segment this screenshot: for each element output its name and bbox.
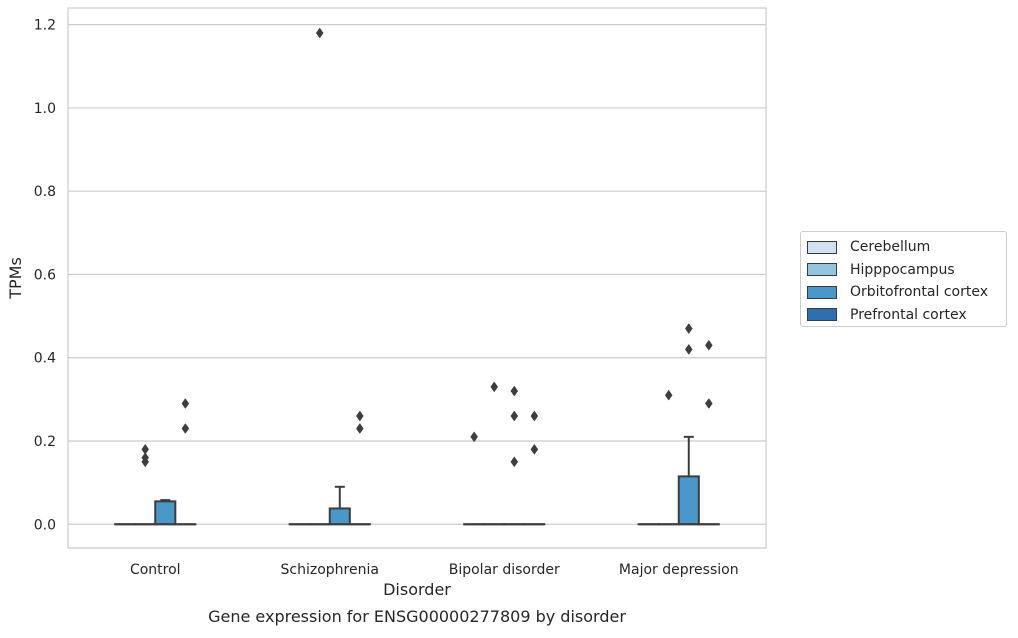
y-tick-label: 0.4 (34, 351, 56, 367)
x-tick-label: Control (130, 562, 181, 578)
grid-lines (68, 25, 766, 525)
box-group (310, 28, 330, 524)
box-group (155, 500, 175, 524)
outlier-point (491, 382, 498, 392)
legend-item: Cerebellum (807, 236, 1000, 259)
legend-item: Hipppocampus (807, 259, 1000, 282)
box-marks (115, 28, 719, 524)
legend-label: Orbitofrontal cortex (850, 284, 988, 300)
outlier-point (511, 386, 518, 396)
legend-label: Cerebellum (850, 239, 930, 255)
outlier-point (685, 324, 692, 334)
box-group (135, 444, 155, 524)
y-tick-label: 0.6 (34, 267, 56, 283)
legend-item: Prefrontal cortex (807, 304, 1000, 327)
outlier-point (356, 411, 363, 421)
legend-label: Hipppocampus (850, 262, 955, 278)
box-group (504, 386, 524, 524)
x-axis-label: Disorder (383, 580, 451, 599)
outlier-point (511, 457, 518, 467)
outlier-point (705, 399, 712, 409)
outlier-point (356, 424, 363, 434)
y-tick-label: 1.2 (34, 18, 56, 34)
outlier-point (471, 432, 478, 442)
x-tick-label: Bipolar disorder (449, 562, 560, 578)
plot-frame (68, 8, 766, 548)
y-tick-label: 0.0 (34, 517, 56, 533)
outlier-point (182, 424, 189, 434)
legend-swatch-orbitofrontal (807, 286, 837, 299)
y-tick-label: 0.2 (34, 434, 56, 450)
box-group (330, 487, 350, 524)
box-rect (679, 476, 699, 524)
outlier-point (511, 411, 518, 421)
legend: Cerebellum Hipppocampus Orbitofrontal co… (800, 231, 1007, 327)
box-group (659, 390, 679, 524)
legend-swatch-cerebellum (807, 241, 837, 254)
box-group (524, 411, 544, 524)
box-group (679, 324, 699, 525)
box-rect (330, 508, 350, 524)
legend-swatch-hippocampus (807, 263, 837, 276)
x-tick-labels: Control Schizophrenia Bipolar disorder Majo… (130, 562, 739, 578)
outlier-point (182, 399, 189, 409)
legend-item: Orbitofrontal cortex (807, 281, 1000, 304)
outlier-point (685, 344, 692, 354)
x-tick-label: Schizophrenia (281, 562, 379, 578)
outlier-point (531, 444, 538, 454)
outlier-point (142, 444, 149, 454)
y-tick-label: 0.8 (34, 184, 56, 200)
y-tick-labels: 0.0 0.2 0.4 0.6 0.8 1.0 1.2 (34, 18, 56, 534)
box-group (484, 382, 504, 524)
box-group (699, 340, 719, 524)
y-tick-label: 1.0 (34, 101, 56, 117)
box-group (175, 399, 195, 525)
legend-label: Prefrontal cortex (850, 307, 967, 323)
chart-title: Gene expression for ENSG00000277809 by d… (208, 607, 626, 626)
box-rect (155, 501, 175, 524)
outlier-point (531, 411, 538, 421)
box-group (350, 411, 370, 524)
box-group (464, 432, 484, 524)
legend-swatch-prefrontal (807, 308, 837, 321)
outlier-point (665, 390, 672, 400)
x-tick-label: Major depression (619, 562, 739, 578)
outlier-point (705, 340, 712, 350)
y-axis-label: TPMs (6, 257, 25, 300)
outlier-point (316, 28, 323, 38)
